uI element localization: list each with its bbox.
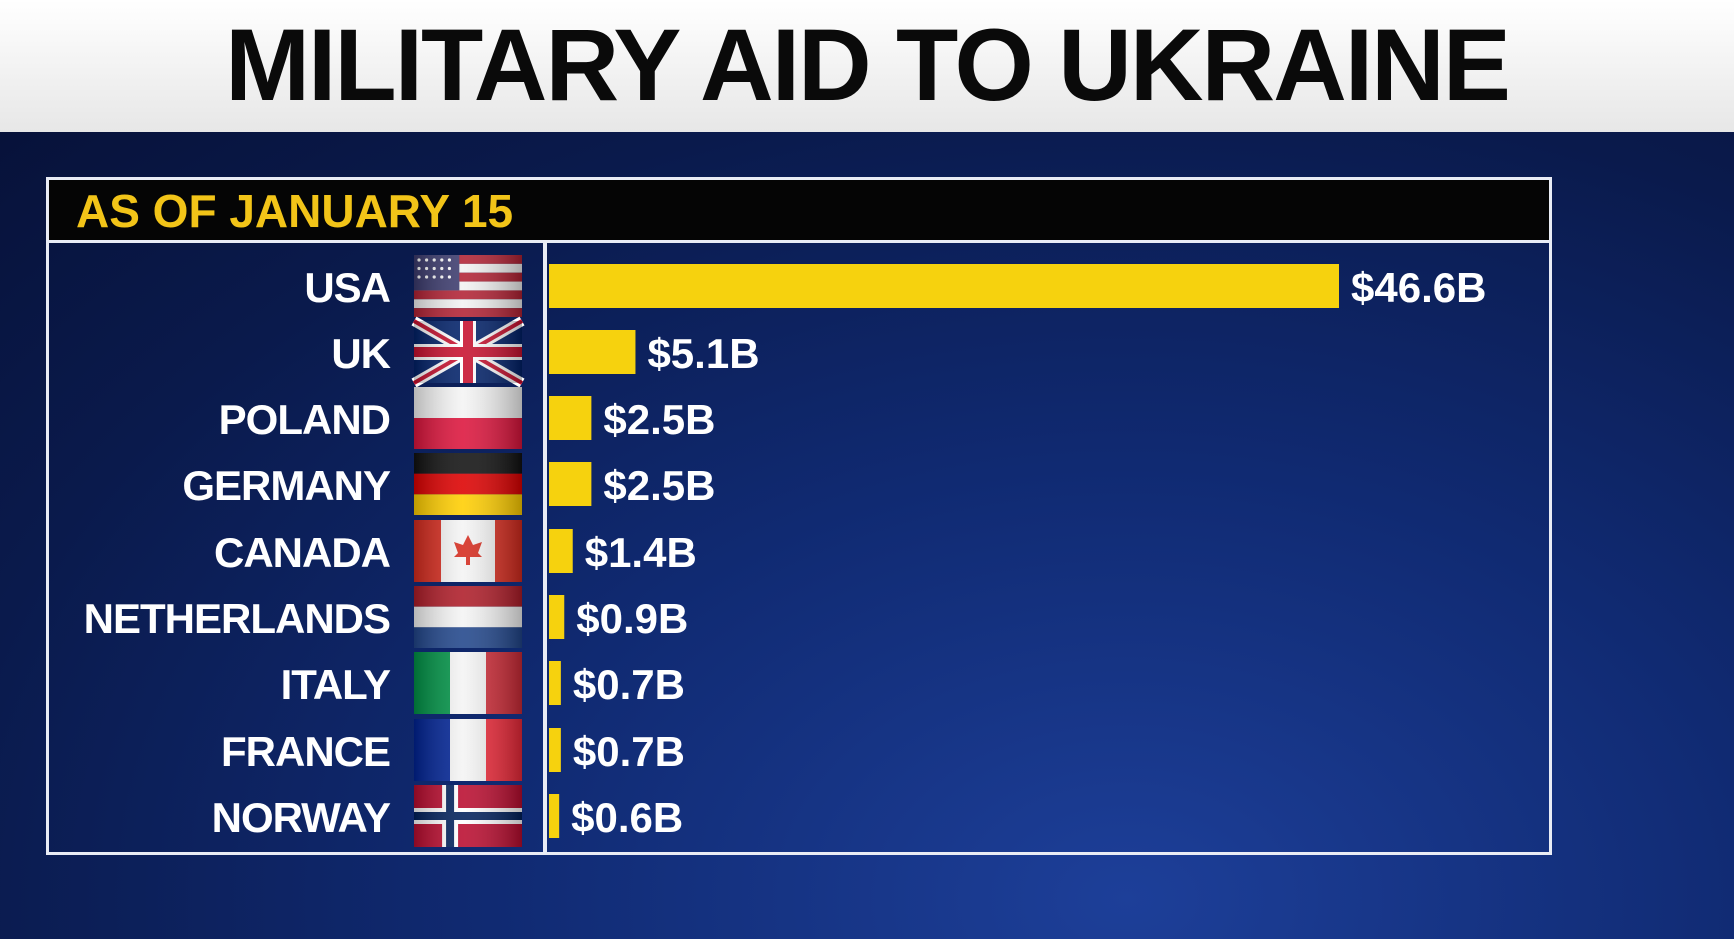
italy-flag-icon [414,652,522,714]
axis-divider [543,243,547,855]
data-label: $1.4B [585,529,697,576]
chart-title: MILITARY AID TO UKRAINE [225,8,1511,122]
data-label: $0.6B [571,794,683,841]
usa-flag-icon [414,255,522,317]
uk-flag-icon [411,316,525,388]
category-label: NETHERLANDS [84,595,390,642]
category-label: USA [304,264,390,311]
bar [549,794,560,838]
header-divider [49,240,1549,243]
data-label: $0.7B [573,728,685,775]
data-label: $46.6B [1351,264,1486,311]
category-label: ITALY [281,661,391,708]
category-label: CANADA [214,529,391,576]
category-label: POLAND [219,396,390,443]
data-label: $0.9B [576,595,688,642]
panel-header [49,180,1549,240]
bar [549,728,561,772]
category-label: GERMANY [182,462,391,509]
france-flag-icon [414,719,522,781]
germany-flag-icon [414,453,522,515]
bar [549,396,592,440]
data-label: $2.5B [603,462,715,509]
poland-flag-icon [414,387,522,449]
norway-flag-icon [414,785,522,847]
bar [549,330,636,374]
category-label: FRANCE [221,728,390,775]
bar [549,661,561,705]
data-label: $0.7B [573,661,685,708]
bar [549,264,1339,308]
bar [549,462,592,506]
chart-subtitle: AS OF JANUARY 15 [76,185,514,237]
bar [549,595,565,639]
chart-panel [46,177,1552,855]
category-label: NORWAY [212,794,391,841]
data-label: $5.1B [647,330,759,377]
title-bar: MILITARY AID TO UKRAINE [0,0,1734,132]
bar [549,529,573,573]
canada-flag-icon [414,520,522,582]
netherlands-flag-icon [414,586,522,648]
category-label: UK [331,330,390,377]
data-label: $2.5B [603,396,715,443]
